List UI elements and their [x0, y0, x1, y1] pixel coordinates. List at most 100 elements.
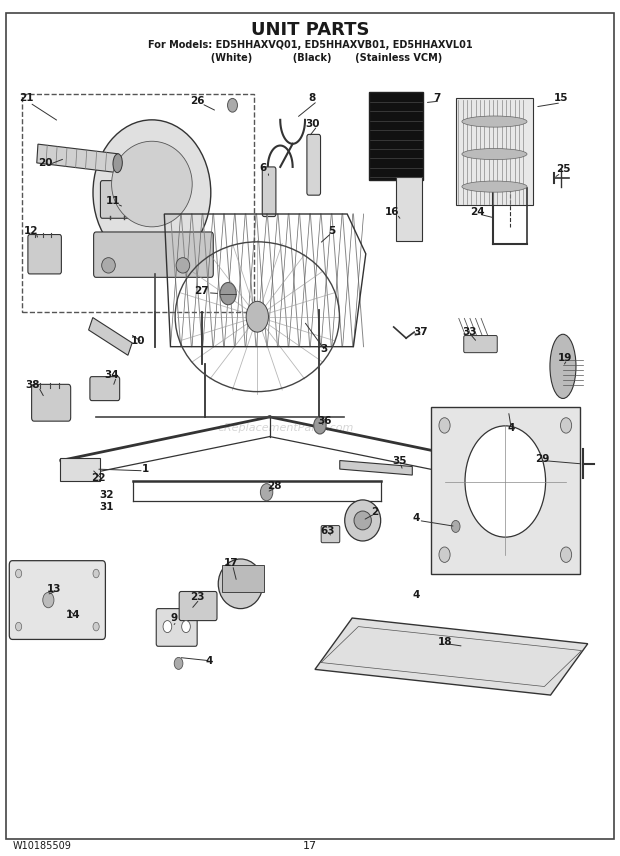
Ellipse shape: [550, 335, 576, 399]
FancyBboxPatch shape: [94, 232, 213, 277]
Polygon shape: [315, 618, 588, 695]
Ellipse shape: [102, 258, 115, 273]
Text: 15: 15: [554, 93, 569, 104]
Text: 31: 31: [99, 502, 114, 512]
Text: 36: 36: [317, 416, 332, 426]
Circle shape: [465, 426, 546, 538]
Text: 9: 9: [170, 613, 177, 623]
Circle shape: [174, 657, 183, 669]
Text: 17: 17: [303, 841, 317, 851]
Text: W10185509: W10185509: [12, 841, 71, 851]
Text: 21: 21: [19, 93, 33, 104]
Text: 14: 14: [66, 609, 81, 620]
Text: 16: 16: [384, 207, 399, 217]
Text: 1: 1: [142, 464, 149, 474]
Text: 4: 4: [413, 590, 420, 600]
FancyBboxPatch shape: [32, 384, 71, 421]
Polygon shape: [37, 144, 118, 173]
Ellipse shape: [354, 511, 371, 530]
Text: 4: 4: [206, 656, 213, 666]
Bar: [369, 92, 423, 180]
Text: 19: 19: [558, 353, 573, 363]
Polygon shape: [89, 318, 132, 355]
Text: 8: 8: [309, 93, 316, 104]
Text: 11: 11: [105, 196, 120, 206]
Bar: [22, 94, 254, 312]
Text: 29: 29: [535, 454, 550, 464]
Ellipse shape: [462, 116, 527, 128]
Circle shape: [439, 547, 450, 562]
Circle shape: [260, 484, 273, 501]
Text: For Models: ED5HHAXVQ01, ED5HHAXVB01, ED5HHAXVL01: For Models: ED5HHAXVQ01, ED5HHAXVB01, ED…: [148, 40, 472, 51]
FancyBboxPatch shape: [262, 167, 276, 217]
Text: 38: 38: [25, 380, 40, 390]
Text: 24: 24: [470, 207, 485, 217]
FancyBboxPatch shape: [156, 609, 197, 646]
Text: 30: 30: [305, 119, 320, 129]
Text: 22: 22: [91, 473, 105, 483]
Text: 2: 2: [371, 507, 379, 517]
Text: 17: 17: [223, 558, 238, 568]
Text: UNIT PARTS: UNIT PARTS: [250, 21, 370, 39]
FancyBboxPatch shape: [179, 591, 217, 621]
Text: 13: 13: [47, 584, 62, 594]
Circle shape: [16, 569, 22, 578]
Text: 33: 33: [463, 327, 477, 337]
FancyBboxPatch shape: [464, 336, 497, 353]
Text: 35: 35: [392, 455, 407, 466]
Ellipse shape: [112, 141, 192, 227]
Text: eReplacementParts.com: eReplacementParts.com: [217, 423, 353, 433]
Circle shape: [93, 622, 99, 631]
Text: 5: 5: [328, 226, 335, 236]
Bar: [456, 98, 533, 205]
Ellipse shape: [218, 559, 263, 609]
Text: 6: 6: [260, 163, 267, 173]
Ellipse shape: [345, 500, 381, 541]
Text: 10: 10: [130, 336, 145, 346]
Circle shape: [560, 418, 572, 433]
Ellipse shape: [93, 120, 211, 265]
Circle shape: [93, 569, 99, 578]
Circle shape: [182, 621, 190, 633]
Text: 25: 25: [556, 164, 570, 175]
Text: 4: 4: [413, 513, 420, 523]
Text: 32: 32: [99, 490, 114, 500]
Polygon shape: [340, 461, 412, 475]
Circle shape: [16, 622, 22, 631]
Text: 20: 20: [38, 158, 53, 168]
Circle shape: [560, 547, 572, 562]
FancyBboxPatch shape: [100, 181, 138, 218]
Text: 12: 12: [24, 226, 38, 236]
Circle shape: [314, 417, 326, 434]
Text: 63: 63: [320, 526, 335, 536]
Ellipse shape: [462, 181, 527, 192]
FancyBboxPatch shape: [28, 235, 61, 274]
Text: 3: 3: [320, 344, 327, 354]
Ellipse shape: [176, 258, 190, 273]
Text: 7: 7: [433, 93, 441, 104]
Circle shape: [163, 621, 172, 633]
Circle shape: [451, 520, 460, 532]
Text: (White)            (Black)       (Stainless VCM): (White) (Black) (Stainless VCM): [177, 53, 443, 63]
Text: 27: 27: [194, 286, 209, 296]
Ellipse shape: [462, 149, 527, 159]
Text: 23: 23: [190, 592, 205, 603]
Text: 26: 26: [190, 96, 205, 106]
Bar: [222, 565, 264, 592]
Text: 37: 37: [413, 327, 428, 337]
Bar: [431, 407, 580, 574]
Ellipse shape: [113, 154, 122, 173]
Circle shape: [228, 98, 237, 112]
Circle shape: [43, 592, 54, 608]
Bar: [60, 458, 100, 481]
FancyBboxPatch shape: [321, 526, 340, 543]
FancyBboxPatch shape: [307, 134, 321, 195]
Text: 4: 4: [508, 423, 515, 433]
Circle shape: [439, 418, 450, 433]
Text: 34: 34: [104, 370, 119, 380]
Circle shape: [246, 301, 268, 332]
FancyBboxPatch shape: [90, 377, 120, 401]
Text: 28: 28: [267, 481, 281, 491]
FancyBboxPatch shape: [9, 561, 105, 639]
Text: 18: 18: [438, 637, 453, 647]
